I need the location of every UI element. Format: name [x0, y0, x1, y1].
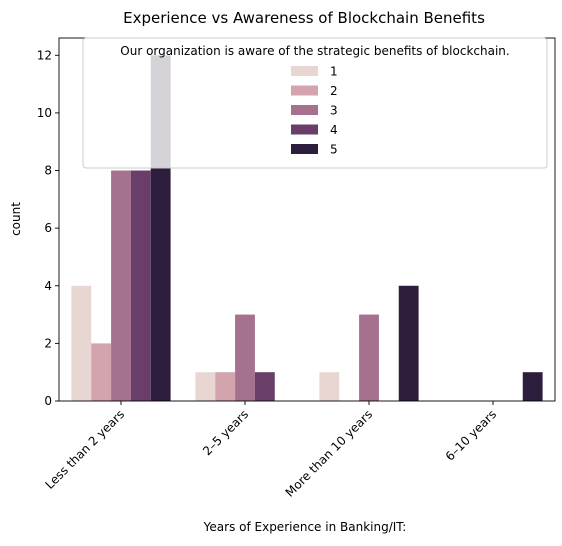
bar-2-1 [215, 372, 236, 401]
legend-item-label: 2 [330, 84, 338, 98]
x-axis: Less than 2 years 2–5 years More than 10 y… [42, 401, 499, 500]
x-axis-label: Years of Experience in Banking/IT: [203, 520, 407, 534]
y-tick-label: 0 [44, 394, 52, 408]
legend-item-label: 5 [330, 143, 338, 157]
legend-item-label: 1 [330, 65, 338, 79]
x-tick-label: 2–5 years [200, 407, 251, 458]
legend-swatch [291, 85, 318, 96]
y-axis-label: count [9, 202, 23, 236]
y-tick-label: 10 [37, 106, 52, 120]
bar-5-2 [398, 285, 419, 401]
bar-5-3 [522, 372, 543, 401]
bar-3-2 [359, 314, 379, 401]
y-axis: 0 2 4 6 8 10 12 [37, 48, 59, 408]
x-tick-label: Less than 2 years [42, 407, 127, 492]
x-tick-label: More than 10 years [283, 407, 375, 499]
bar-4-0 [130, 170, 151, 401]
legend-swatch [291, 66, 318, 76]
legend-swatch [291, 144, 318, 154]
bar-4-1 [254, 372, 275, 401]
bar-3-0 [111, 170, 131, 401]
legend-item-label: 3 [330, 104, 338, 118]
bar-2-0 [91, 343, 112, 401]
legend-swatch [291, 105, 318, 115]
bar-1-1 [195, 372, 216, 401]
y-tick-label: 6 [44, 221, 52, 235]
legend: Our organization is aware of the strateg… [82, 37, 548, 169]
legend-swatch [291, 124, 318, 135]
legend-title: Our organization is aware of the strateg… [120, 44, 509, 58]
y-tick-label: 4 [44, 279, 52, 293]
chart-title: Experience vs Awareness of Blockchain Be… [123, 9, 485, 27]
bar-1-2 [319, 372, 340, 401]
legend-item-label: 4 [330, 123, 338, 137]
legend-items: 1 2 3 4 5 [291, 65, 338, 157]
x-tick-label: 6–10 years [443, 407, 499, 463]
y-tick-label: 12 [37, 48, 52, 62]
bar-1-0 [71, 285, 92, 401]
y-tick-label: 8 [44, 164, 52, 178]
legend-frame [82, 37, 548, 169]
y-tick-label: 2 [44, 336, 52, 350]
bar-3-1 [235, 314, 255, 401]
